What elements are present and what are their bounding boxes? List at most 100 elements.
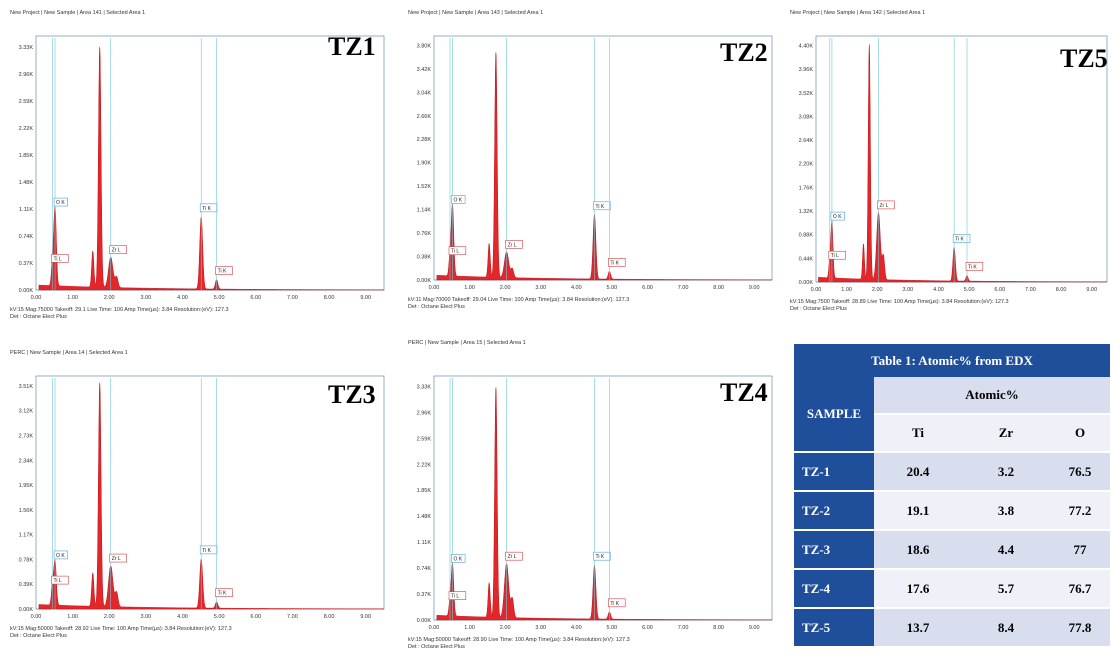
atomic-percent-table: Table 1: Atomic% from EDX SAMPLE Atomic%… bbox=[794, 344, 1110, 648]
y-tick-label: 1.11K bbox=[19, 207, 33, 213]
y-tick-label: 1.52K bbox=[417, 184, 432, 190]
y-tick-label: 0.78K bbox=[19, 557, 34, 563]
peak-label-box bbox=[448, 246, 467, 256]
peak-label-box bbox=[593, 201, 611, 211]
peak-label: Zr L bbox=[112, 556, 121, 562]
y-tick-label: 2.20K bbox=[799, 162, 814, 168]
peak-label-box bbox=[952, 234, 971, 243]
x-tick-label: 9.00 bbox=[749, 625, 760, 631]
y-tick-label: 2.22K bbox=[417, 462, 432, 468]
y-tick-label: 3.52K bbox=[799, 91, 814, 97]
peak-label-box bbox=[53, 550, 68, 560]
x-tick-label: 5.00 bbox=[607, 625, 618, 631]
x-tick-label: 6.00 bbox=[250, 614, 261, 620]
spectrum-panel-tz4: PERC | New Sample | Area 15 | Selected A… bbox=[408, 340, 778, 657]
peak-label: Zr L bbox=[112, 248, 121, 254]
x-tick-label: 0.00 bbox=[429, 625, 440, 631]
x-tick-label: 2.00 bbox=[104, 295, 115, 301]
spectrum-header: New Project | New Sample | Area 141 | Se… bbox=[10, 10, 146, 16]
table-row: TZ-2 19.1 3.8 77.2 bbox=[794, 491, 1110, 531]
peak-label-box bbox=[51, 575, 69, 585]
y-tick-label: 2.28K bbox=[417, 137, 432, 143]
y-tick-label: 0.37K bbox=[417, 592, 432, 598]
x-tick-label: 3.00 bbox=[535, 625, 546, 631]
x-tick-label: 8.00 bbox=[713, 285, 724, 291]
peak-label-box bbox=[608, 598, 626, 608]
peak-label: Ti K bbox=[968, 264, 977, 270]
x-tick-label: 4.00 bbox=[177, 614, 188, 620]
row-value-zr: 3.8 bbox=[962, 491, 1050, 531]
sample-header: SAMPLE bbox=[794, 377, 874, 453]
y-tick-label: 3.80K bbox=[417, 43, 432, 49]
spectrum-footer-detector: Det : Octane Elect Plus bbox=[10, 633, 67, 639]
row-value-zr: 3.2 bbox=[962, 452, 1050, 492]
spectrum-footer-params: kV:15 Mag:75000 Takeoff: 29.1 Live Time:… bbox=[10, 307, 229, 313]
x-tick-label: 1.00 bbox=[464, 285, 475, 291]
peak-label: Zr L bbox=[508, 242, 517, 248]
x-tick-label: 7.00 bbox=[678, 285, 689, 291]
y-tick-label: 2.34K bbox=[19, 458, 34, 464]
y-tick-label: 1.95K bbox=[19, 483, 34, 489]
x-tick-label: 5.00 bbox=[607, 285, 618, 291]
y-tick-label: 0.38K bbox=[417, 255, 432, 261]
y-tick-label: 0.00K bbox=[799, 280, 814, 286]
y-tick-label: 2.66K bbox=[417, 114, 432, 120]
peak-label: Ti K bbox=[218, 591, 227, 597]
x-tick-label: 2.00 bbox=[872, 287, 883, 293]
spectrum-header: New Project | New Sample | Area 142 | Se… bbox=[790, 10, 926, 16]
y-tick-label: 2.22K bbox=[19, 126, 34, 132]
row-value-ti: 13.7 bbox=[874, 608, 962, 648]
peak-label-box bbox=[109, 245, 127, 254]
x-tick-label: 2.00 bbox=[104, 614, 115, 620]
peak-label: O K bbox=[454, 197, 463, 203]
y-tick-label: 2.96K bbox=[417, 410, 432, 416]
peak-label: Ti L bbox=[53, 256, 61, 262]
spectrum-footer-detector: Det : Octane Elect Plus bbox=[790, 306, 847, 312]
x-tick-label: 7.00 bbox=[287, 614, 298, 620]
x-tick-label: 9.00 bbox=[1086, 287, 1097, 293]
spectrum-panel-tz1: New Project | New Sample | Area 141 | Se… bbox=[10, 10, 390, 350]
table-row: TZ-4 17.6 5.7 76.7 bbox=[794, 569, 1110, 609]
table-row: TZ-3 18.6 4.4 77 bbox=[794, 530, 1110, 570]
row-value-zr: 5.7 bbox=[962, 569, 1050, 609]
peak-label-box bbox=[608, 257, 626, 267]
x-tick-label: 1.00 bbox=[67, 295, 78, 301]
x-tick-label: 7.00 bbox=[678, 625, 689, 631]
peak-label: O K bbox=[56, 553, 65, 559]
x-tick-label: 0.00 bbox=[31, 614, 42, 620]
row-value-o: 77.2 bbox=[1050, 491, 1110, 531]
peak-label: O K bbox=[454, 556, 463, 562]
y-tick-label: 1.56K bbox=[19, 508, 34, 514]
y-tick-label: 3.04K bbox=[417, 90, 432, 96]
y-tick-label: 0.00K bbox=[417, 278, 432, 284]
row-value-o: 76.7 bbox=[1050, 569, 1110, 609]
peak-label-box bbox=[877, 200, 895, 210]
peak-label-box bbox=[593, 551, 611, 561]
peak-label-box bbox=[109, 553, 127, 563]
y-tick-label: 4.40K bbox=[799, 43, 814, 49]
x-tick-label: 8.00 bbox=[324, 614, 335, 620]
y-tick-label: 0.00K bbox=[19, 288, 34, 294]
y-tick-label: 1.14K bbox=[417, 208, 432, 214]
y-tick-label: 3.33K bbox=[417, 384, 432, 390]
row-value-ti: 19.1 bbox=[874, 491, 962, 531]
x-tick-label: 1.00 bbox=[67, 614, 78, 620]
x-tick-label: 4.00 bbox=[571, 285, 582, 291]
spectrum-footer-params: kV:11 Mag:70000 Takeoff: 29.04 Live Time… bbox=[408, 297, 630, 303]
x-tick-label: 2.00 bbox=[500, 625, 511, 631]
spectrum-header: PERC | New Sample | Area 15 | Selected A… bbox=[408, 340, 526, 346]
x-tick-label: 7.00 bbox=[287, 295, 298, 301]
spectrum-footer-detector: Det : Octane Elect Plus bbox=[10, 314, 67, 320]
table-row: TZ-1 20.4 3.2 76.5 bbox=[794, 452, 1110, 492]
x-tick-label: 0.00 bbox=[811, 287, 822, 293]
spectrum-panel-tz3: PERC | New Sample | Area 14 | Selected A… bbox=[10, 350, 390, 657]
y-tick-label: 0.00K bbox=[19, 607, 34, 613]
peak-label-box bbox=[51, 254, 69, 263]
spectrum-area bbox=[436, 387, 773, 621]
peak-label-box bbox=[53, 197, 68, 207]
spectrum-footer-params: kV:15 Mag:7500 Takeoff: 28.89 Live Time:… bbox=[790, 299, 1009, 305]
x-tick-label: 2.00 bbox=[500, 285, 511, 291]
y-tick-label: 1.11K bbox=[417, 540, 431, 546]
atomic-header: Atomic% bbox=[874, 377, 1110, 415]
row-value-o: 77.8 bbox=[1050, 608, 1110, 648]
